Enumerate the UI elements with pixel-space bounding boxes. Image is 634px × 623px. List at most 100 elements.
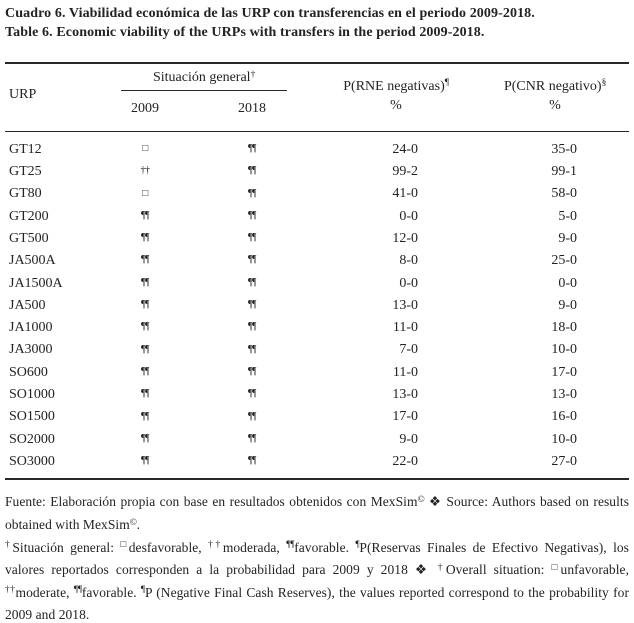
table-row: GT12 □ ¶¶ 24-0 35-0	[5, 132, 629, 162]
table-row: JA500 ¶¶ ¶¶ 13-0 9-0	[5, 295, 629, 317]
cnr-value: 9-0	[558, 297, 577, 313]
situation-2009-cell: □	[97, 184, 193, 206]
table-row: SO600 ¶¶ ¶¶ 11-0 17-0	[5, 362, 629, 384]
situation-2018-cell: ¶¶	[193, 429, 311, 451]
situation-2018-symbol: ¶¶	[247, 410, 257, 422]
situation-2009-symbol: □	[142, 187, 148, 199]
rne-value: 22-0	[392, 453, 418, 469]
table-header: URP Situación general† P(RNE negativas)¶…	[5, 63, 629, 132]
situation-2018-cell: ¶¶	[193, 184, 311, 206]
situation-2009-symbol: ¶¶	[140, 232, 150, 244]
table-caption: Cuadro 6. Viabilidad económica de las UR…	[5, 4, 629, 42]
situation-2018-symbol: ¶¶	[247, 254, 257, 266]
cnr-value: 16-0	[551, 409, 577, 425]
cnr-value: 35-0	[551, 141, 577, 157]
cnr-value-cell: 27-0	[481, 451, 629, 479]
footnotes: Fuente: Elaboración propia con base en r…	[5, 492, 629, 623]
cnr-value: 9-0	[558, 230, 577, 246]
cnr-header-label: P(CNR negativo)§	[503, 78, 607, 94]
urp-cell: JA500	[9, 297, 46, 313]
situation-2018-cell: ¶¶	[193, 250, 311, 272]
urp-cell: GT500	[9, 230, 49, 246]
situation-2009-symbol: ¶¶	[140, 254, 150, 266]
situation-2009-cell: ¶¶	[97, 228, 193, 250]
rne-value: 13-0	[392, 297, 418, 313]
table-row: SO3000 ¶¶ ¶¶ 22-0 27-0	[5, 451, 629, 479]
rne-value-cell: 0-0	[311, 206, 481, 228]
situation-2018-cell: ¶¶	[193, 340, 311, 362]
rne-value-cell: 11-0	[311, 362, 481, 384]
cnr-value: 0-0	[558, 275, 577, 291]
situation-2018-symbol: ¶¶	[247, 365, 257, 377]
situation-2018-cell: ¶¶	[193, 206, 311, 228]
table-row: SO1500 ¶¶ ¶¶ 17-0 16-0	[5, 407, 629, 429]
rne-value: 99-2	[392, 164, 418, 180]
urp-cell: SO1000	[9, 387, 55, 403]
urp-cell: GT12	[9, 141, 42, 157]
column-group-situacion-general: Situación general†	[97, 63, 311, 91]
situation-2009-cell: ¶¶	[97, 295, 193, 317]
urp-cell: JA1500A	[9, 275, 63, 291]
situation-2018-cell: ¶¶	[193, 451, 311, 479]
table-row: JA1000 ¶¶ ¶¶ 11-0 18-0	[5, 317, 629, 339]
situation-2009-symbol: ¶¶	[140, 299, 150, 311]
situation-2018-cell: ¶¶	[193, 384, 311, 406]
situation-2009-cell: ¶¶	[97, 429, 193, 451]
rne-value: 7-0	[399, 342, 418, 358]
situation-2018-cell: ¶¶	[193, 362, 311, 384]
situation-2009-cell: ¶¶	[97, 250, 193, 272]
rne-value: 9-0	[399, 431, 418, 447]
situation-2018-cell: ¶¶	[193, 132, 311, 162]
situation-2009-cell: □	[97, 132, 193, 162]
rne-value: 41-0	[392, 186, 418, 202]
table-row: SO1000 ¶¶ ¶¶ 13-0 13-0	[5, 384, 629, 406]
rne-value-cell: 8-0	[311, 250, 481, 272]
rne-value: 17-0	[392, 409, 418, 425]
urp-cell: SO3000	[9, 453, 55, 469]
cnr-value-cell: 58-0	[481, 184, 629, 206]
situation-2009-symbol: ¶¶	[140, 321, 150, 333]
footnote-general-situation: †Situación general: □desfavorable, ††mod…	[5, 539, 629, 623]
situation-2009-symbol: ¶¶	[140, 209, 150, 221]
cnr-unit-label: %	[549, 97, 561, 113]
rne-value: 12-0	[392, 230, 418, 246]
cnr-value-cell: 5-0	[481, 206, 629, 228]
situation-2018-cell: ¶¶	[193, 407, 311, 429]
cnr-value: 5-0	[558, 208, 577, 224]
rne-value-cell: 17-0	[311, 407, 481, 429]
urp-cell: SO1500	[9, 409, 55, 425]
cnr-value: 10-0	[551, 342, 577, 358]
cnr-value-cell: 16-0	[481, 407, 629, 429]
cnr-value-cell: 13-0	[481, 384, 629, 406]
table-row: GT200 ¶¶ ¶¶ 0-0 5-0	[5, 206, 629, 228]
column-header-cnr: P(CNR negativo)§ %	[481, 63, 629, 132]
rne-value-cell: 9-0	[311, 429, 481, 451]
situation-2009-symbol: ¶¶	[140, 432, 150, 444]
cnr-value: 18-0	[551, 320, 577, 336]
cnr-value-cell: 99-1	[481, 161, 629, 183]
cnr-value-cell: 9-0	[481, 295, 629, 317]
rne-value: 0-0	[399, 208, 418, 224]
situation-2018-symbol: ¶¶	[247, 321, 257, 333]
situation-2009-cell: ¶¶	[97, 206, 193, 228]
rne-value: 0-0	[399, 275, 418, 291]
urp-cell: JA3000	[9, 342, 53, 358]
table-row: GT80 □ ¶¶ 41-0 58-0	[5, 184, 629, 206]
table-row: JA3000 ¶¶ ¶¶ 7-0 10-0	[5, 340, 629, 362]
cnr-value-cell: 17-0	[481, 362, 629, 384]
column-header-2018: 2018	[238, 101, 266, 116]
table-row: GT500 ¶¶ ¶¶ 12-0 9-0	[5, 228, 629, 250]
situation-2009-symbol: ††	[140, 165, 151, 177]
urp-cell: SO600	[9, 364, 48, 380]
situation-2018-cell: ¶¶	[193, 161, 311, 183]
rne-value-cell: 12-0	[311, 228, 481, 250]
cnr-value: 99-1	[551, 164, 577, 180]
cnr-value-cell: 18-0	[481, 317, 629, 339]
table-row: SO2000 ¶¶ ¶¶ 9-0 10-0	[5, 429, 629, 451]
rne-value: 13-0	[392, 387, 418, 403]
column-header-urp: URP	[9, 86, 37, 102]
group-header-underline: Situación general†	[121, 68, 287, 91]
situation-2009-cell: ¶¶	[97, 407, 193, 429]
rne-value-cell: 41-0	[311, 184, 481, 206]
situation-2018-cell: ¶¶	[193, 317, 311, 339]
